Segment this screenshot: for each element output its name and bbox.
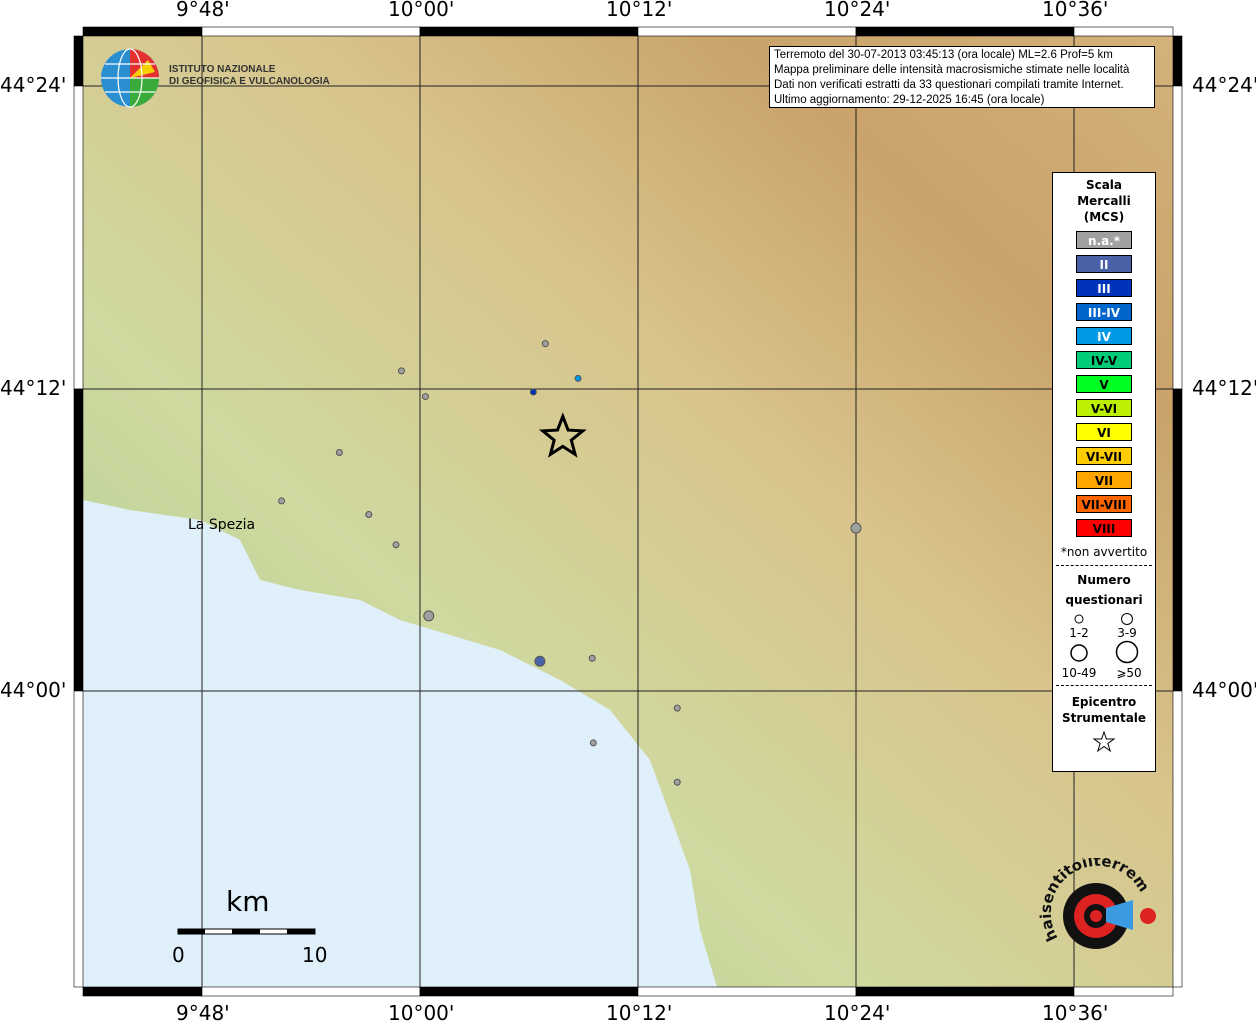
tick-bottom: 9°48' <box>176 1001 230 1025</box>
legend-title: Scala <box>1085 178 1123 192</box>
sea <box>83 500 717 987</box>
logo-line: DI GEOFISICA E VULCANOLOGIA <box>169 76 330 87</box>
intensity-point[interactable] <box>850 522 862 534</box>
info-line: Terremoto del 30-07-2013 03:45:13 (ora l… <box>774 49 1113 61</box>
tick-top: 10°00' <box>388 0 455 21</box>
size-legend: 1-2 3-9 10-49 ⩾50 <box>1062 613 1142 680</box>
intensity-point[interactable] <box>529 388 537 396</box>
intensity-point[interactable] <box>541 340 549 348</box>
size-label: 3-9 <box>1117 626 1137 640</box>
mcs-class-swatch: III <box>1076 279 1132 297</box>
mcs-class-swatch: V-VI <box>1076 399 1132 417</box>
intensity-point[interactable] <box>588 654 596 662</box>
legend-note: *non avvertito <box>1060 545 1148 559</box>
info-line: Ultimo aggiornamento: 29-12-2025 16:45 (… <box>774 94 1045 106</box>
tick-top: 10°24' <box>824 0 891 21</box>
ingv-logo-text: ISTITUTO NAZIONALE DI GEOFISICA E VULCANO… <box>169 64 330 88</box>
mcs-class-swatch: n.a.* <box>1076 231 1132 249</box>
size-3-9-icon <box>1121 613 1133 625</box>
tick-top: 10°12' <box>606 0 673 21</box>
mcs-class-swatch: VI-VII <box>1076 447 1132 465</box>
intensity-point[interactable] <box>421 393 429 401</box>
intensity-point[interactable] <box>392 541 400 549</box>
tick-left: 44°24' <box>0 73 67 97</box>
tick-left: 44°00' <box>0 678 67 702</box>
ingv-logo <box>101 48 159 108</box>
logo-line: ISTITUTO NAZIONALE <box>169 64 276 75</box>
intensity-point[interactable] <box>589 739 597 747</box>
intensity-point[interactable] <box>335 449 343 457</box>
tick-bottom: 10°24' <box>824 1001 891 1025</box>
epicenter-star-icon <box>538 412 587 458</box>
divider <box>1056 685 1152 686</box>
tick-left: 44°12' <box>0 376 67 400</box>
tick-bottom: 10°00' <box>388 1001 455 1025</box>
mcs-class-swatch: VII <box>1076 471 1132 489</box>
size-1-2-icon <box>1074 614 1084 624</box>
event-info-box: Terremoto del 30-07-2013 03:45:13 (ora l… <box>769 46 1155 108</box>
star-icon <box>1092 730 1116 753</box>
tick-right: 44°24' <box>1192 73 1256 97</box>
legend-title: Mercalli <box>1077 194 1131 208</box>
legend-subtitle: Strumentale <box>1061 711 1147 725</box>
mcs-class-swatch: IV <box>1076 327 1132 345</box>
divider <box>1056 565 1152 566</box>
tick-bottom: 10°36' <box>1042 1001 1109 1025</box>
tick-top: 10°36' <box>1042 0 1109 21</box>
intensity-point[interactable] <box>673 778 681 786</box>
intensity-point[interactable] <box>673 704 681 712</box>
size-label: ⩾50 <box>1116 666 1141 680</box>
intensity-point[interactable] <box>278 497 286 505</box>
mcs-class-swatch: VII-VIII <box>1076 495 1132 513</box>
intensity-point[interactable] <box>365 511 373 519</box>
scale-min: 0 <box>172 943 185 967</box>
legend-subtitle: questionari <box>1065 593 1143 607</box>
legend-title: (MCS) <box>1083 210 1125 224</box>
tick-right: 44°00' <box>1192 678 1256 702</box>
tick-top: 9°48' <box>176 0 230 21</box>
legend: Scala Mercalli (MCS) n.a.* II III III-IV IV I… <box>1052 172 1156 772</box>
mcs-class-swatch: III-IV <box>1076 303 1132 321</box>
map-frame <box>73 26 1183 997</box>
size-label: 10-49 <box>1062 666 1097 680</box>
intensity-point[interactable] <box>574 374 582 382</box>
mcs-class-swatch: II <box>1076 255 1132 273</box>
mcs-class-swatch: VIII <box>1076 519 1132 537</box>
legend-subtitle: Numero <box>1077 573 1131 587</box>
legend-subtitle: Epicentro <box>1071 695 1137 709</box>
scale-max: 10 <box>302 943 328 967</box>
intensity-point[interactable] <box>534 655 546 667</box>
mcs-class-swatch: IV-V <box>1076 351 1132 369</box>
size-10-49-icon <box>1070 644 1088 662</box>
intensity-point[interactable] <box>397 367 405 375</box>
place-label: La Spezia <box>188 517 256 533</box>
info-line: Mappa preliminare delle intensità macros… <box>774 64 1130 76</box>
hsit-logo[interactable]: haisentitoilterremoto.it www. <box>1038 858 1160 976</box>
scale-unit: km <box>226 885 270 918</box>
intensity-point[interactable] <box>423 610 435 622</box>
size-50-icon <box>1115 640 1139 664</box>
mcs-class-swatch: VI <box>1076 423 1132 441</box>
size-label: 1-2 <box>1069 626 1089 640</box>
tick-bottom: 10°12' <box>606 1001 673 1025</box>
tick-right: 44°12' <box>1192 376 1256 400</box>
mcs-class-swatch: V <box>1076 375 1132 393</box>
info-line: Dati non verificati estratti da 33 quest… <box>774 79 1124 91</box>
